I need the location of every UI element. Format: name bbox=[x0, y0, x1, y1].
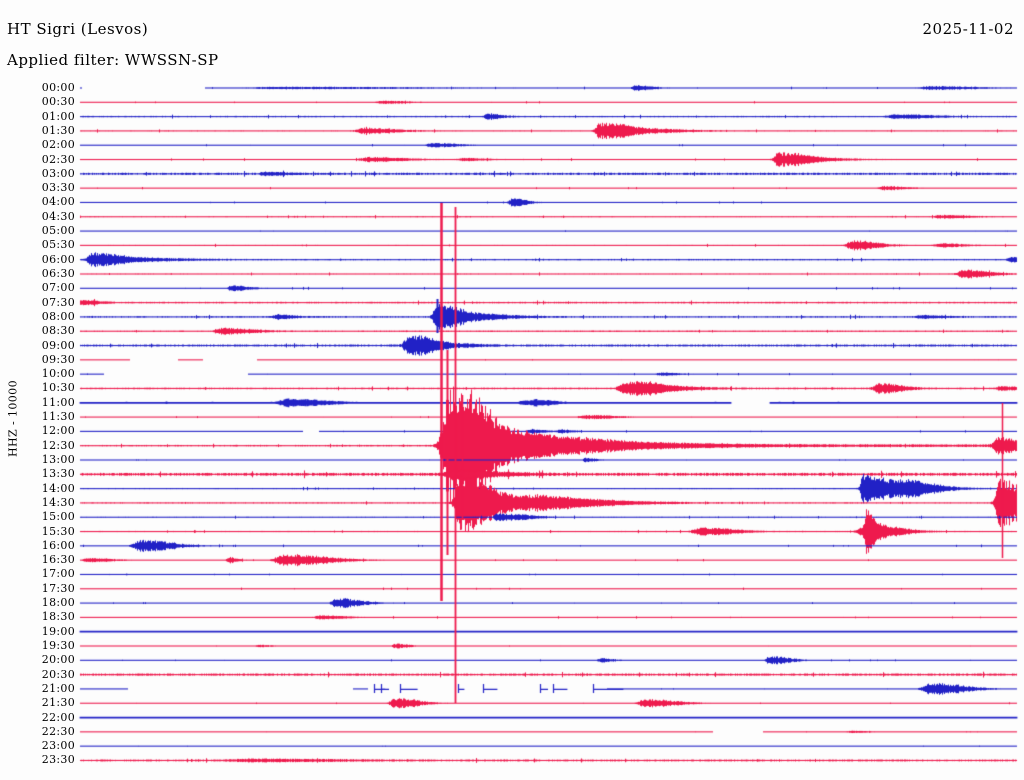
time-label: 15:30 bbox=[41, 524, 75, 538]
time-label: 02:30 bbox=[41, 152, 75, 166]
time-label: 05:00 bbox=[41, 224, 75, 238]
time-label: 10:00 bbox=[41, 367, 75, 381]
time-label: 07:00 bbox=[41, 281, 75, 295]
time-label: 23:30 bbox=[41, 753, 75, 767]
time-label: 21:00 bbox=[41, 681, 75, 695]
time-label: 11:00 bbox=[41, 395, 75, 409]
time-label: 18:00 bbox=[41, 596, 75, 610]
time-label: 13:00 bbox=[41, 453, 75, 466]
time-label: 16:00 bbox=[41, 538, 75, 552]
time-label: 06:00 bbox=[41, 252, 75, 266]
time-label: 19:30 bbox=[41, 639, 75, 652]
time-label: 05:30 bbox=[41, 238, 75, 252]
time-label: 00:00 bbox=[41, 81, 75, 94]
time-label: 22:00 bbox=[41, 710, 75, 724]
time-label: 13:30 bbox=[41, 467, 75, 481]
time-label: 22:30 bbox=[41, 724, 75, 738]
time-label: 01:00 bbox=[41, 109, 75, 123]
time-label: 20:30 bbox=[41, 667, 75, 681]
time-label: 09:00 bbox=[41, 338, 75, 352]
station-title: HT Sigri (Lesvos) bbox=[7, 20, 149, 38]
time-label: 07:30 bbox=[41, 295, 75, 309]
time-label: 14:30 bbox=[41, 495, 75, 509]
time-label: 03:30 bbox=[41, 181, 75, 195]
filter-label: Applied filter: WWSSN-SP bbox=[7, 51, 219, 69]
time-label: 12:30 bbox=[41, 438, 75, 452]
date-label: 2025-11-02 bbox=[922, 20, 1014, 38]
time-label: 08:00 bbox=[41, 309, 75, 323]
time-label: 15:00 bbox=[41, 510, 75, 524]
time-label: 19:00 bbox=[41, 624, 75, 638]
time-label: 04:30 bbox=[41, 209, 75, 223]
time-label: 01:30 bbox=[41, 123, 75, 137]
time-label: 04:00 bbox=[41, 195, 75, 209]
time-label: 11:30 bbox=[41, 410, 75, 424]
time-label: 03:00 bbox=[41, 166, 75, 180]
time-label: 12:00 bbox=[41, 424, 75, 438]
time-label: 20:00 bbox=[41, 653, 75, 667]
time-label: 02:00 bbox=[41, 138, 75, 152]
time-label: 00:30 bbox=[41, 95, 75, 109]
time-label: 17:00 bbox=[41, 567, 75, 581]
time-label: 08:30 bbox=[41, 324, 75, 338]
time-label: 09:30 bbox=[41, 352, 75, 366]
time-label: 16:30 bbox=[41, 553, 75, 567]
time-label: 18:30 bbox=[41, 610, 75, 624]
time-label: 06:30 bbox=[41, 267, 75, 280]
time-label: 17:30 bbox=[41, 581, 75, 595]
time-label: 21:30 bbox=[41, 696, 75, 710]
time-label: 23:00 bbox=[41, 739, 75, 753]
time-label: 14:00 bbox=[41, 481, 75, 495]
time-label: 10:30 bbox=[41, 381, 75, 395]
